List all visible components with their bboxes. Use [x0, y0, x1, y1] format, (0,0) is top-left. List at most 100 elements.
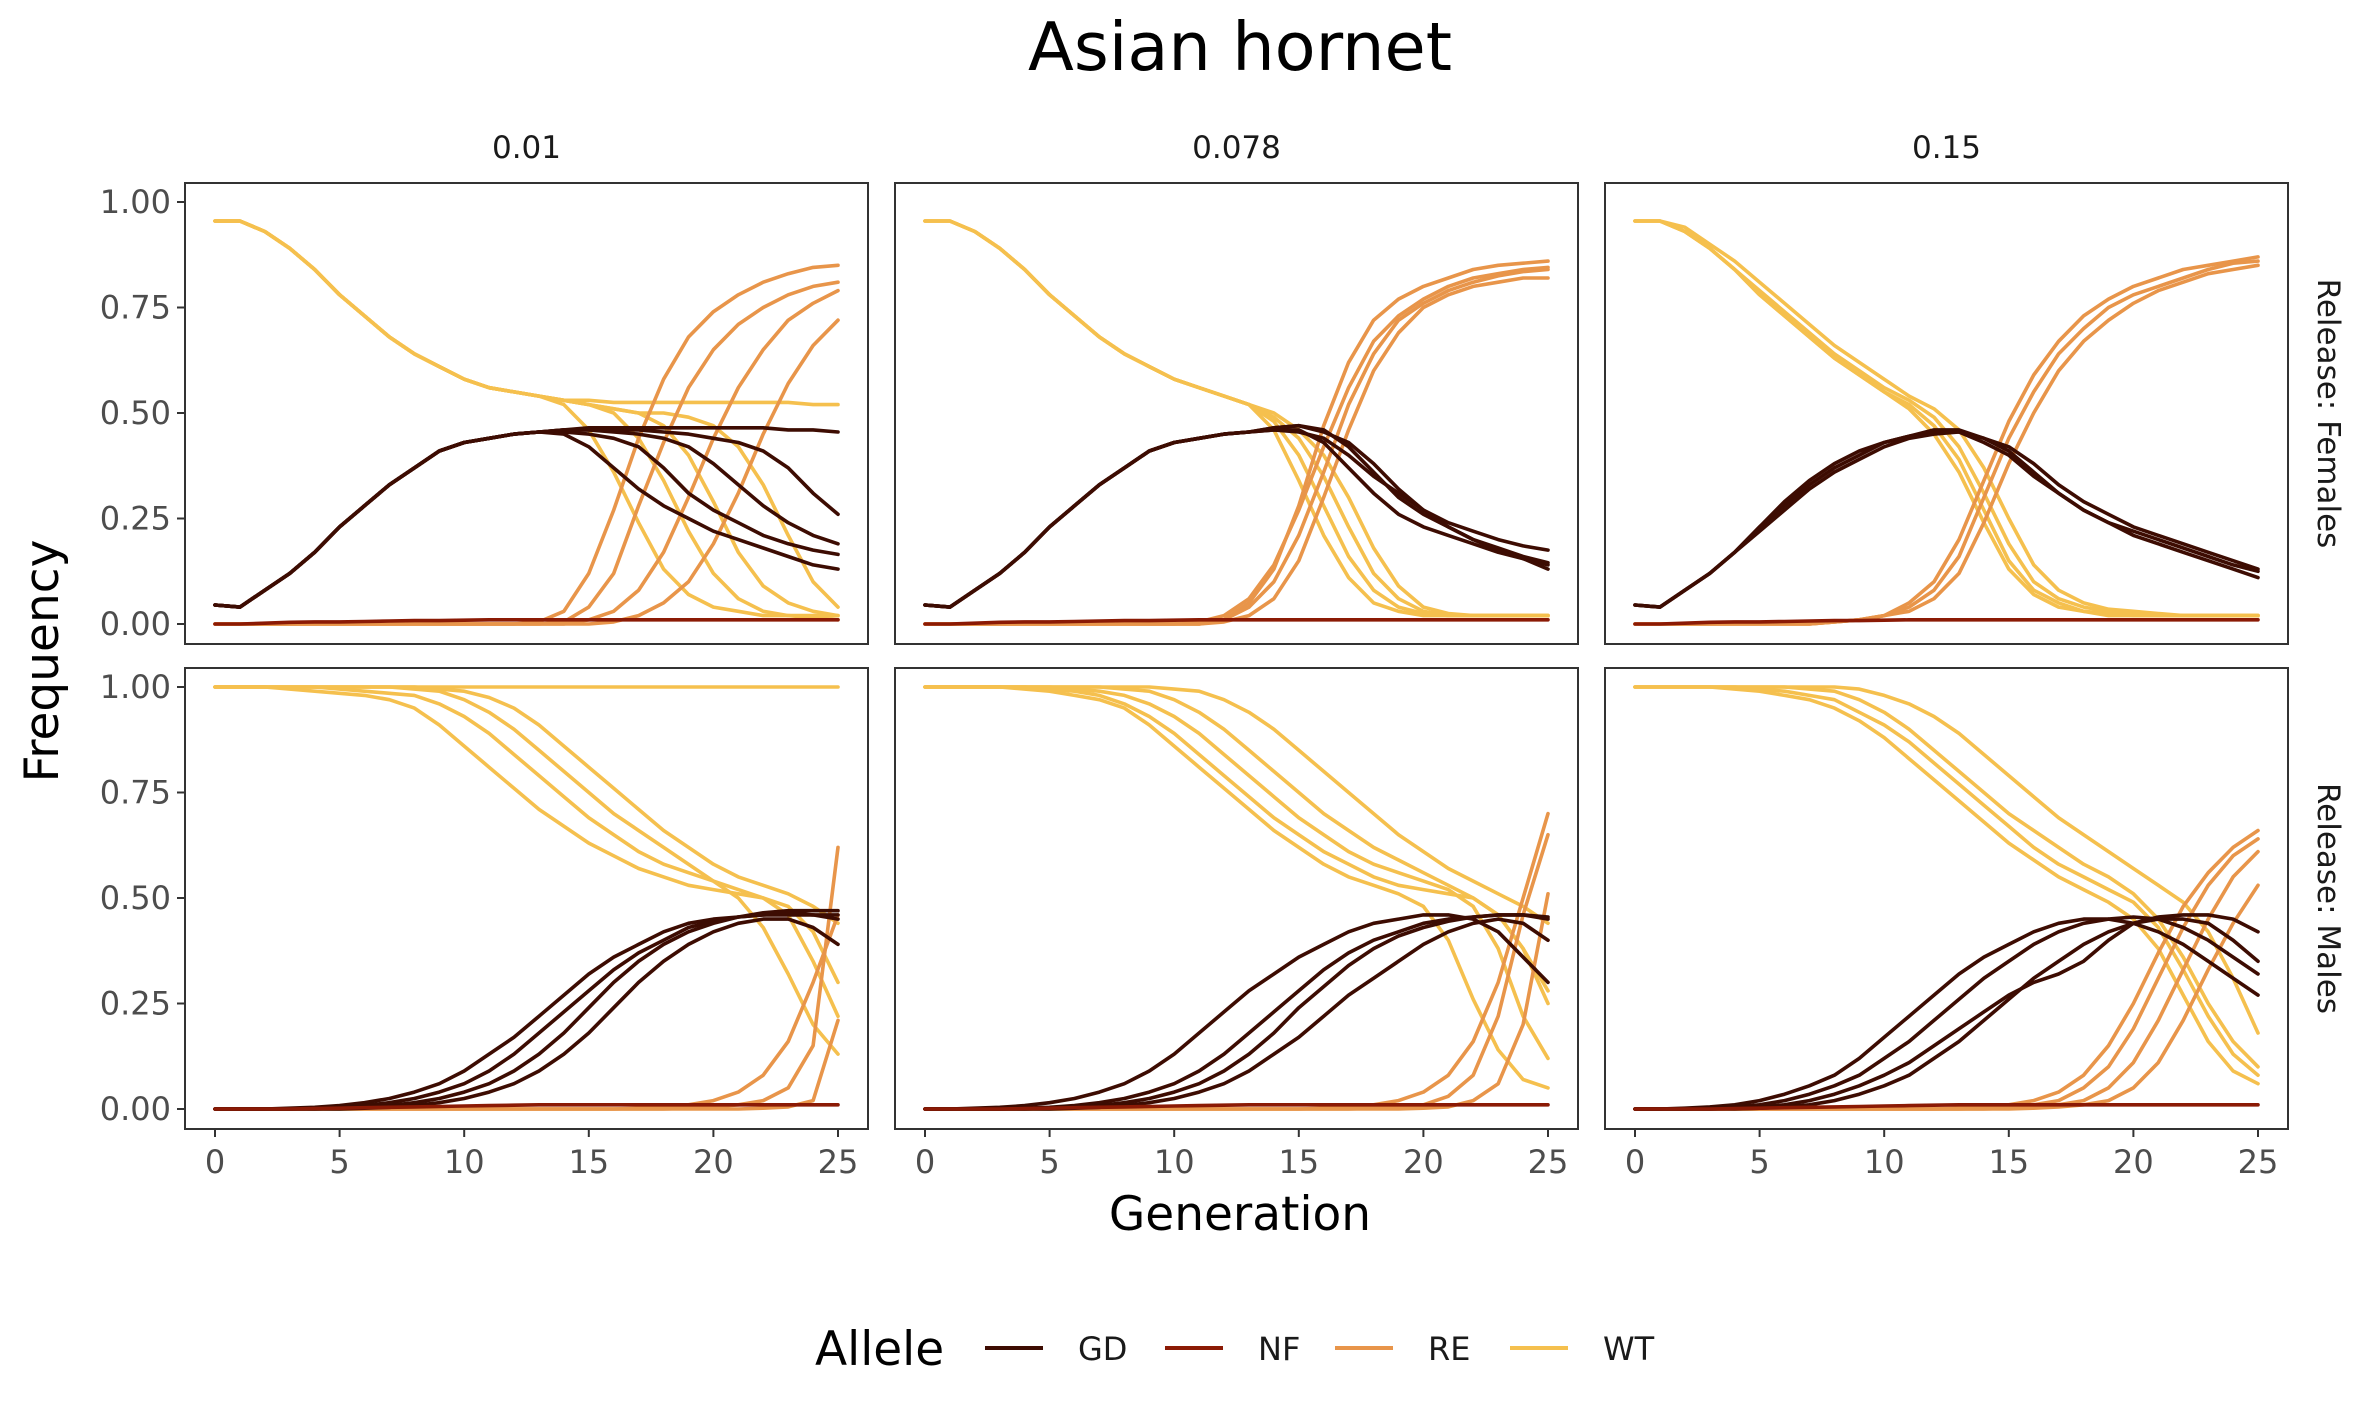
x-tick-label: 0: [915, 1143, 935, 1181]
series-line-wt: [1633, 219, 2260, 618]
series-line-re: [923, 265, 1550, 626]
x-tick-label: 5: [1039, 1143, 1059, 1181]
series-line-re: [923, 267, 1550, 626]
facet-panel: 0.00 0.25 0.50 0.75 1.00 0 5 10 15 20 25: [100, 667, 869, 1181]
y-tick-label: 1.00: [100, 668, 171, 706]
series-line-gd: [923, 913, 1550, 1111]
series-line-gd: [1633, 428, 2260, 609]
series-lines: [213, 685, 840, 1111]
series-line-gd: [923, 428, 1550, 609]
series-line-gd: [1633, 917, 2260, 1111]
x-tick-label: 5: [1749, 1143, 1769, 1181]
series-line-nf: [213, 617, 840, 626]
series-line-wt: [213, 685, 840, 926]
x-tick-label: 5: [329, 1143, 349, 1181]
facet-panel: 0.00 0.25 0.50 0.75 1.00: [100, 182, 869, 645]
legend-label: NF: [1258, 1330, 1300, 1368]
series-line-re: [923, 259, 1550, 626]
y-tick-label: 0.00: [100, 605, 171, 643]
facet-panel: 0 5 10 15 20 25: [894, 667, 1579, 1181]
x-tick-label: 15: [568, 1143, 609, 1181]
y-tick-label: 0.75: [100, 289, 171, 327]
legend-item-wt: WT: [1510, 1330, 1655, 1368]
series-line-re: [1633, 263, 2260, 626]
series-line-wt: [213, 685, 840, 1056]
series-line-wt: [213, 685, 840, 1019]
series-line-wt: [1633, 219, 2260, 618]
x-tick-label: 10: [444, 1143, 485, 1181]
series-line-wt: [213, 685, 840, 985]
legend-label: RE: [1428, 1330, 1470, 1368]
y-tick-label: 0.25: [100, 500, 171, 538]
series-line-gd: [213, 917, 840, 1111]
series-lines: [213, 219, 840, 626]
facet-panels: 0.00 0.25 0.50 0.75 1.00 0.00 0.25 0.50 0.75 1.00…: [100, 182, 2289, 1181]
panel-border: [1604, 182, 2289, 645]
series-line-wt: [923, 685, 1550, 993]
series-lines: [1633, 685, 2260, 1111]
series-line-wt: [1633, 685, 2260, 1077]
x-tick-label: 25: [2238, 1143, 2279, 1181]
chart-title: Asian hornet: [1028, 8, 1452, 86]
y-tick-label: 0.25: [100, 985, 171, 1023]
series-line-gd: [1633, 917, 2260, 1111]
series-lines: [1633, 219, 2260, 626]
series-line-nf: [923, 617, 1550, 626]
facet-panel: [894, 182, 1579, 645]
series-line-gd: [213, 913, 840, 1111]
series-lines: [923, 219, 1550, 626]
facet-strip-labels: 0.01 0.078 0.15 Release: Females Release: Ma…: [492, 130, 2346, 1014]
panel-border: [894, 667, 1579, 1130]
legend-item-gd: GD: [985, 1330, 1127, 1368]
legend-label: WT: [1603, 1330, 1655, 1368]
series-line-wt: [1633, 685, 2260, 1086]
series-line-gd: [923, 917, 1550, 1111]
series-line-gd: [923, 423, 1550, 609]
y-tick-label: 1.00: [100, 183, 171, 221]
y-tick-label: 0.75: [100, 774, 171, 812]
series-line-gd: [923, 428, 1550, 609]
x-tick-label: 20: [1403, 1143, 1444, 1181]
series-line-nf: [1633, 617, 2260, 626]
legend-title: Allele: [815, 1322, 944, 1377]
y-tick-label: 0.00: [100, 1090, 171, 1128]
series-line-re: [213, 913, 840, 1111]
series-line-gd: [923, 913, 1550, 1111]
facet-panel: 0 5 10 15 20 25: [1604, 667, 2289, 1181]
series-line-gd: [1633, 915, 2260, 1111]
x-tick-label: 10: [1154, 1143, 1195, 1181]
series-line-gd: [1633, 430, 2260, 609]
facet-row-label: Release: Females: [2310, 279, 2346, 549]
legend-label: GD: [1078, 1330, 1127, 1368]
legend-item-nf: NF: [1165, 1330, 1300, 1368]
series-line-nf: [213, 1103, 840, 1111]
legend-item-re: RE: [1335, 1330, 1470, 1368]
facet-panel: [1604, 182, 2289, 645]
x-tick-label: 20: [2113, 1143, 2154, 1181]
series-line-re: [213, 318, 840, 626]
panel-border: [1604, 667, 2289, 1130]
series-line-nf: [1633, 1103, 2260, 1111]
x-axis-title: Generation: [1109, 1187, 1371, 1242]
panel-border: [894, 182, 1579, 645]
series-line-re: [1633, 828, 2260, 1111]
facet-column-label: 0.15: [1912, 130, 1981, 166]
series-line-wt: [923, 685, 1550, 926]
series-line-gd: [1633, 430, 2260, 609]
facet-column-label: 0.01: [492, 130, 561, 166]
y-axis-title: Frequency: [15, 540, 70, 783]
series-line-wt: [923, 219, 1550, 618]
series-line-gd: [923, 423, 1550, 609]
x-tick-label: 15: [1278, 1143, 1319, 1181]
x-tick-label: 20: [693, 1143, 734, 1181]
x-tick-label: 25: [1528, 1143, 1569, 1181]
x-tick-label: 15: [1988, 1143, 2029, 1181]
y-tick-label: 0.50: [100, 394, 171, 432]
series-line-wt: [213, 219, 840, 609]
series-line-re: [213, 845, 840, 1111]
series-lines: [923, 685, 1550, 1111]
x-tick-label: 0: [205, 1143, 225, 1181]
series-line-gd: [213, 910, 840, 1111]
series-line-nf: [923, 1103, 1550, 1111]
